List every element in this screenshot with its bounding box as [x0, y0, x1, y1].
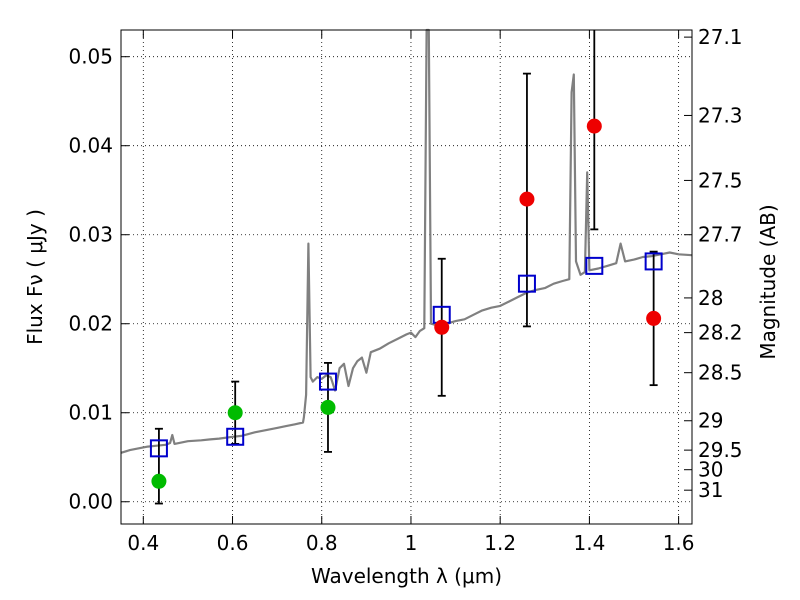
right-tick-label: 31	[698, 478, 723, 502]
error-bars	[154, 30, 658, 505]
model-point	[517, 274, 536, 293]
y-tick-label: 0.03	[68, 223, 113, 247]
red-point	[586, 118, 602, 134]
right-tick-label: 29.5	[698, 438, 743, 462]
y-tick-label: 0.02	[68, 312, 113, 336]
x-tick-label: 1.2	[484, 531, 516, 555]
right-tick-label: 28.2	[698, 321, 743, 345]
red-point	[434, 319, 450, 335]
model-point	[226, 427, 245, 446]
model-point	[644, 252, 663, 271]
x-tick-label: 1.6	[663, 531, 695, 555]
right-tick-label: 29	[698, 409, 723, 433]
grid-lines	[121, 30, 692, 524]
spectrum-line	[120, 28, 693, 454]
right-axis-label: Magnitude (AB)	[756, 204, 780, 359]
y-axis-label: Flux Fν ( μJy )	[23, 209, 47, 345]
right-tick-label: 30	[698, 458, 723, 482]
detection-point	[151, 473, 167, 489]
y-tick-label: 0.00	[68, 490, 113, 514]
detection-point	[320, 399, 336, 415]
x-tick-label: 0.4	[127, 531, 159, 555]
axis-ticks: 0.4 0.6 0.8 1 1.2 1.4 1.6 0.00 0.01 0.02 0.03 0.04 0…	[68, 25, 742, 555]
plot-frame	[120, 29, 693, 525]
right-tick-label: 27.5	[698, 168, 743, 192]
x-tick-label: 0.6	[217, 531, 249, 555]
red-point	[519, 191, 535, 207]
right-tick-label: 27.7	[698, 223, 743, 247]
model-point	[585, 256, 604, 275]
spectrum-series	[120, 28, 693, 454]
right-tick-label: 27.1	[698, 25, 743, 49]
x-tick-label: 1.4	[573, 531, 605, 555]
model-point	[318, 372, 337, 391]
x-tick-label: 1	[405, 531, 418, 555]
right-tick-label: 27.3	[698, 103, 743, 127]
right-tick-label: 28.5	[698, 361, 743, 385]
detection-point	[227, 405, 243, 421]
model-point	[149, 439, 168, 458]
x-tick-label: 0.8	[306, 531, 338, 555]
right-tick-label: 28	[698, 286, 723, 310]
model-photometry-series	[149, 252, 663, 458]
measured-points-series	[151, 118, 662, 489]
y-tick-label: 0.01	[68, 401, 113, 425]
y-tick-label: 0.05	[68, 45, 113, 69]
y-tick-label: 0.04	[68, 134, 113, 158]
x-axis-label: Wavelength λ (μm)	[311, 564, 502, 588]
red-point	[646, 310, 662, 326]
